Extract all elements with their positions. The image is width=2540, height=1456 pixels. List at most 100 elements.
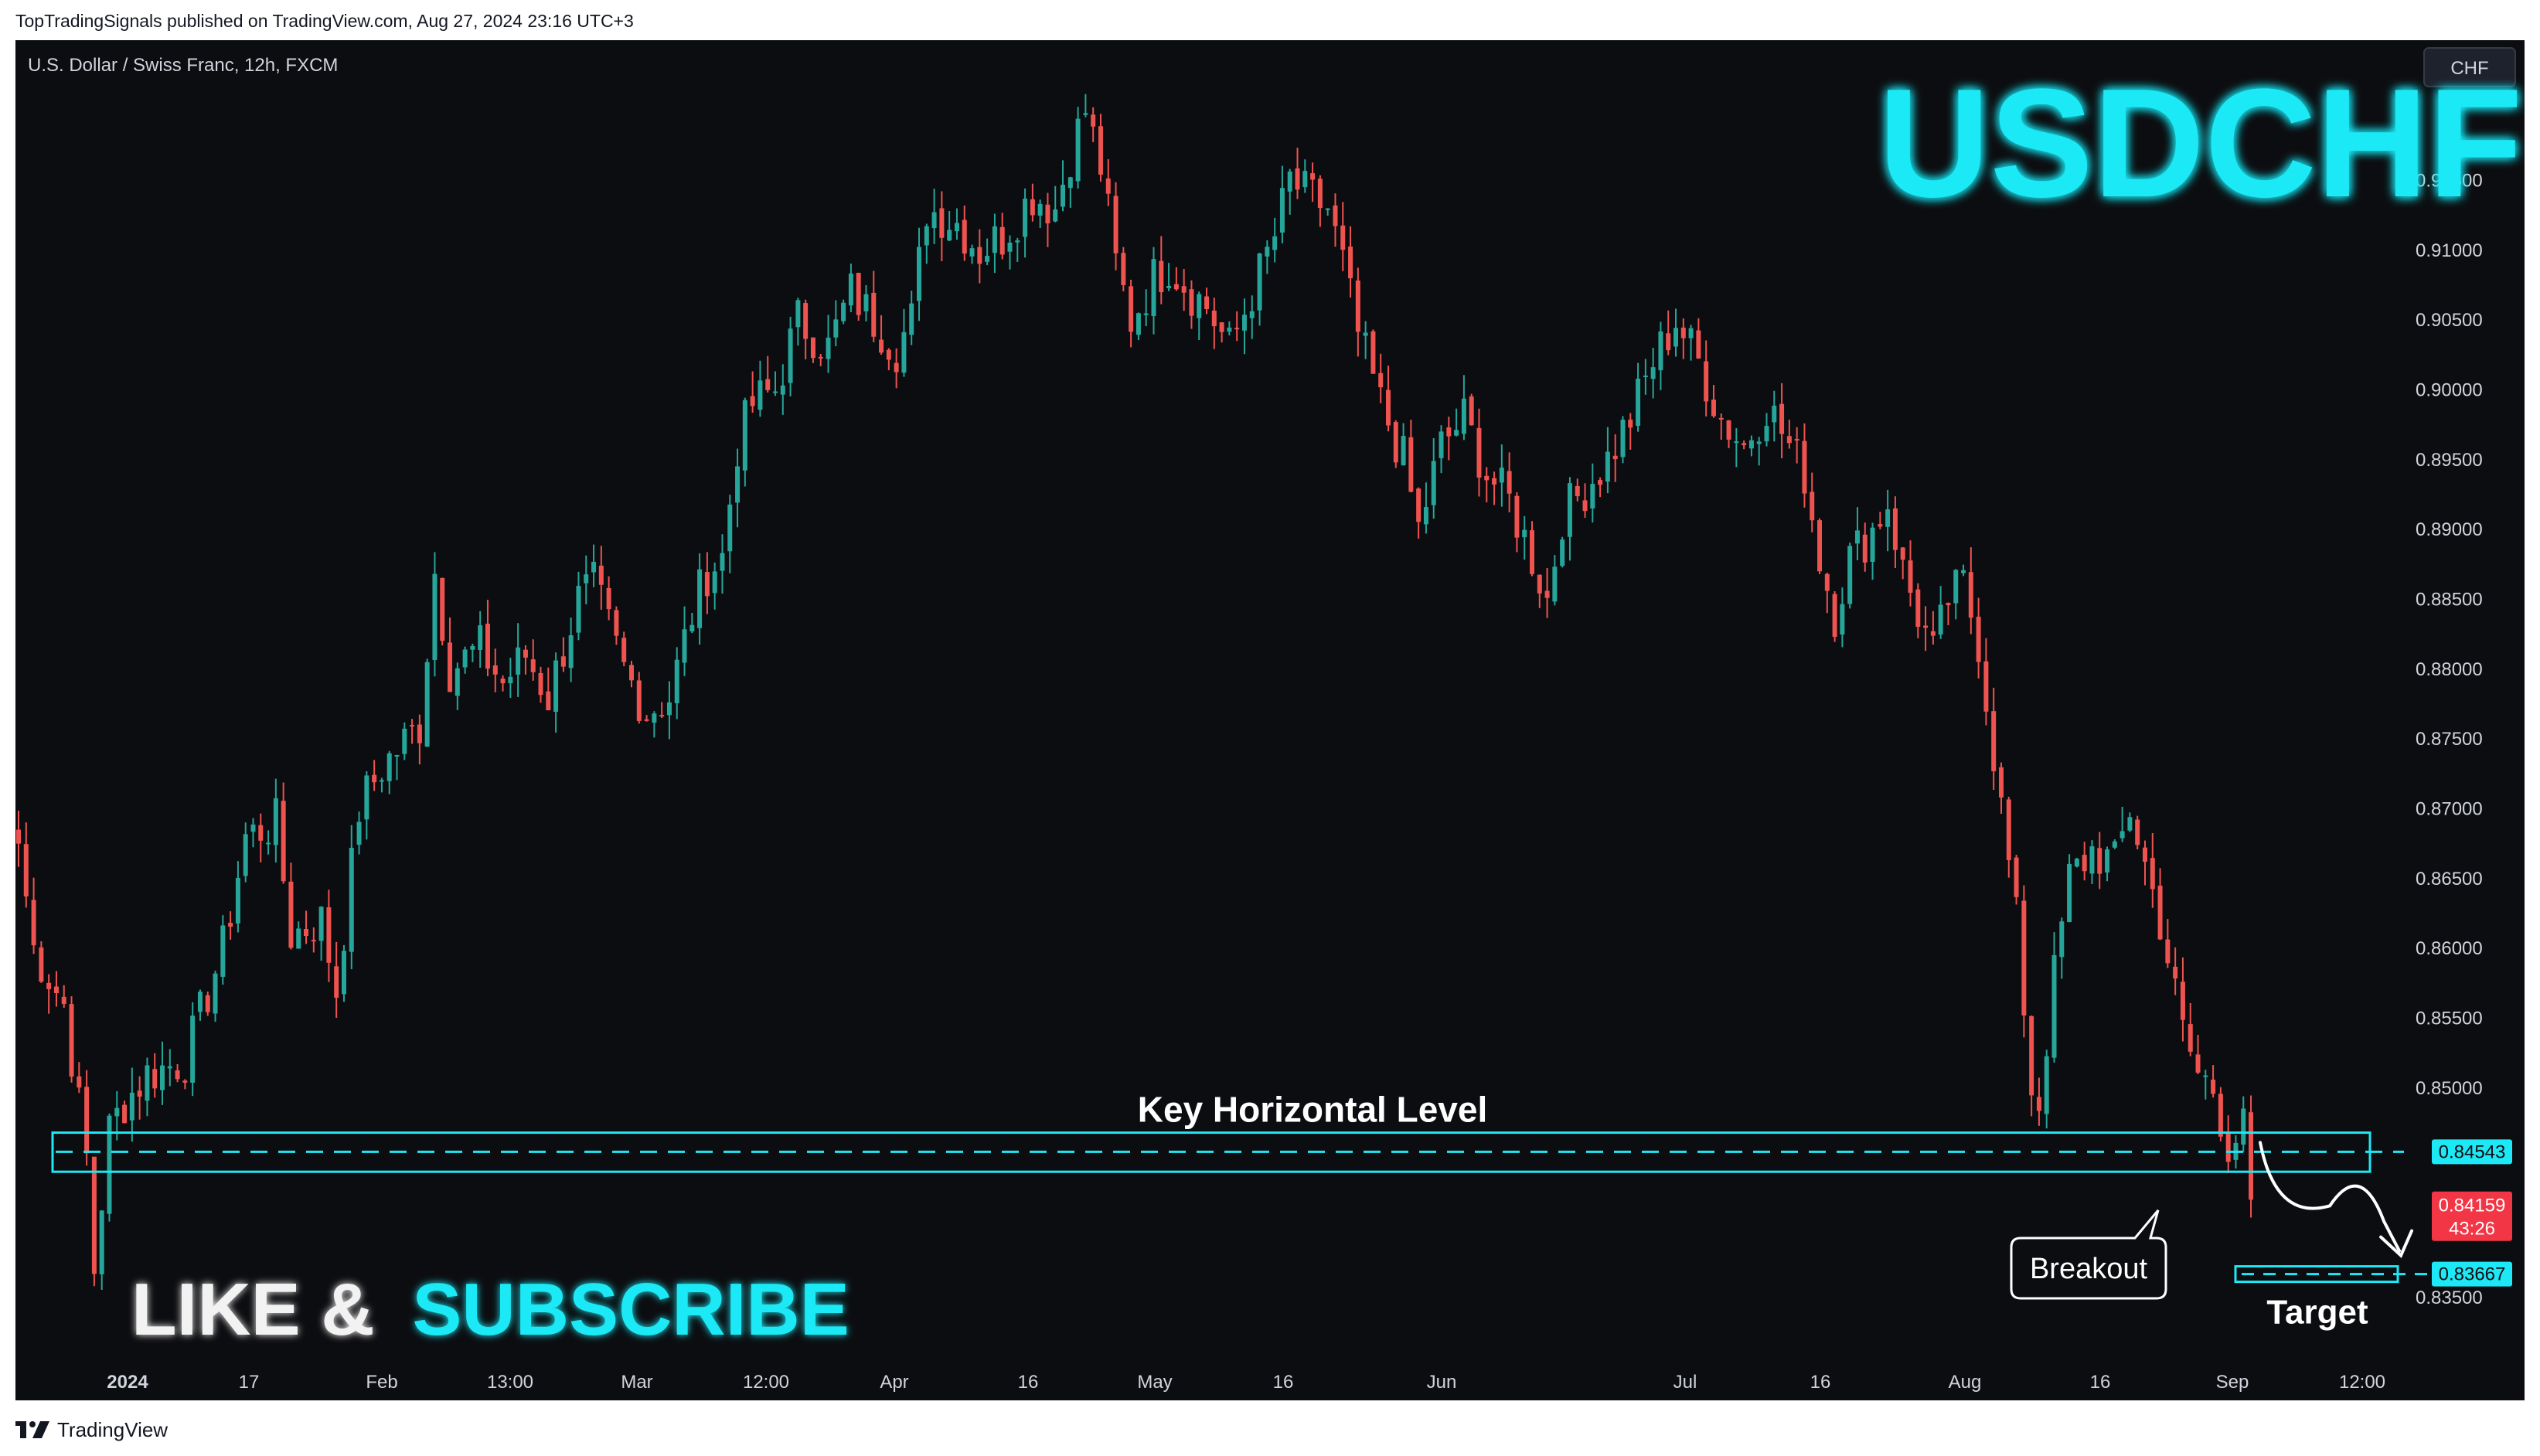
- candle-body: [326, 907, 332, 963]
- candle-body: [1499, 468, 1504, 483]
- candle-body: [1953, 570, 1959, 604]
- candle-body: [1136, 313, 1141, 335]
- candle-body: [394, 754, 400, 757]
- candle-body: [1688, 328, 1694, 338]
- candle-body: [530, 659, 536, 672]
- candle-body: [553, 660, 559, 713]
- candle-body: [1605, 451, 1610, 482]
- candle-body: [1643, 375, 1648, 377]
- candle-body: [1416, 488, 1422, 522]
- chart-title: USDCHF: [1878, 57, 2522, 230]
- time-tick-label: May: [1137, 1372, 1172, 1393]
- candle-body: [977, 247, 982, 264]
- candle-body: [235, 878, 240, 924]
- candle-body: [478, 625, 483, 651]
- currency-badge[interactable]: CHF: [2423, 47, 2516, 87]
- candle-body: [508, 676, 513, 684]
- candle-body: [46, 982, 52, 989]
- candle-body: [1938, 604, 1943, 635]
- breakout-bubble: [2010, 1209, 2167, 1300]
- time-axis[interactable]: 2024 17 Feb 13:00 Mar 12:00 Apr 16 May 16 Jun Jul 16…: [107, 1372, 2385, 1393]
- candle-body: [417, 724, 422, 743]
- candle-body: [1265, 247, 1270, 257]
- candle-body: [765, 379, 771, 390]
- candle-body: [1779, 403, 1785, 434]
- price-axis[interactable]: 0.91500 0.91000 0.90500 0.90000 0.89500 0.890…: [2416, 170, 2483, 1308]
- candle-body: [182, 1080, 188, 1083]
- candle-body: [31, 900, 36, 946]
- candle-body: [1680, 327, 1686, 338]
- candle-body: [1756, 441, 1762, 444]
- candle-body: [61, 996, 66, 1004]
- candle-body: [818, 356, 823, 359]
- symbol-legend[interactable]: U.S. Dollar / Swiss Franc, 12h, FXCM: [28, 55, 338, 76]
- candle-body: [2127, 817, 2133, 831]
- candle-body: [53, 986, 59, 994]
- chart-frame[interactable]: Key Horizontal Level Target Breakout 0.9…: [15, 40, 2525, 1400]
- candle-body: [780, 385, 785, 395]
- candle-body: [1734, 441, 1739, 444]
- candle-body: [1991, 711, 1997, 772]
- candle-body: [1363, 332, 1368, 336]
- candle-body: [250, 824, 256, 832]
- candle-body: [773, 391, 778, 393]
- price-chart[interactable]: Key Horizontal Level Target Breakout 0.9…: [15, 40, 2525, 1400]
- candle-body: [848, 273, 853, 306]
- candle-body: [1378, 373, 1384, 388]
- time-tick-label: 16: [1810, 1372, 1831, 1393]
- candle-body: [288, 881, 294, 948]
- candle-body: [659, 715, 665, 717]
- candle-body: [1854, 530, 1860, 544]
- candle-body: [1015, 240, 1020, 243]
- candle-body: [538, 672, 543, 696]
- time-tick-label: Feb: [366, 1372, 397, 1393]
- candle-body: [1696, 330, 1701, 359]
- candle-body: [1241, 315, 1247, 331]
- candle-body: [2150, 858, 2155, 890]
- candle-body: [1030, 199, 1035, 216]
- candle-body: [1129, 286, 1134, 332]
- candle-body: [939, 208, 945, 238]
- time-tick-label: 17: [239, 1372, 260, 1393]
- candle-body: [1219, 322, 1224, 332]
- candle-body: [318, 907, 324, 941]
- time-tick-label: 16: [1018, 1372, 1039, 1393]
- candle-body: [917, 247, 922, 301]
- candle-body: [243, 834, 248, 876]
- candle-body: [697, 569, 703, 628]
- candle-body: [197, 992, 203, 1012]
- candle-body: [894, 362, 899, 373]
- candle-body: [931, 212, 937, 229]
- candle-body: [1748, 440, 1754, 449]
- candle-body: [485, 624, 490, 669]
- candle-body: [372, 774, 377, 783]
- candle-body: [1742, 443, 1747, 446]
- candle-body: [492, 665, 498, 675]
- candle-body: [334, 966, 339, 998]
- candle-body: [273, 798, 278, 845]
- candle-body: [462, 649, 468, 668]
- candle-body: [1151, 259, 1156, 317]
- candle-body: [356, 822, 362, 845]
- candle-body: [901, 332, 907, 373]
- candle-body: [1037, 203, 1043, 216]
- candle-body: [826, 337, 831, 359]
- candle-body: [1650, 367, 1656, 379]
- candle-body: [689, 624, 695, 631]
- candle-body: [1469, 396, 1474, 426]
- candle-body: [304, 929, 309, 937]
- candle-body: [1915, 589, 1921, 628]
- candle-body: [2097, 848, 2102, 874]
- candle-body: [1892, 508, 1898, 550]
- candle-body: [2173, 966, 2178, 979]
- tradingview-footer[interactable]: TradingView: [15, 1417, 168, 1442]
- candle-body: [1439, 431, 1444, 458]
- candle-body: [1083, 113, 1088, 115]
- candle-body: [281, 801, 286, 882]
- candle-body: [122, 1104, 128, 1124]
- candle-body: [1923, 625, 1929, 628]
- candle-body: [2112, 841, 2117, 848]
- candle-body: [1976, 616, 1981, 662]
- candle-body: [91, 1156, 97, 1274]
- candle-body: [2105, 849, 2110, 873]
